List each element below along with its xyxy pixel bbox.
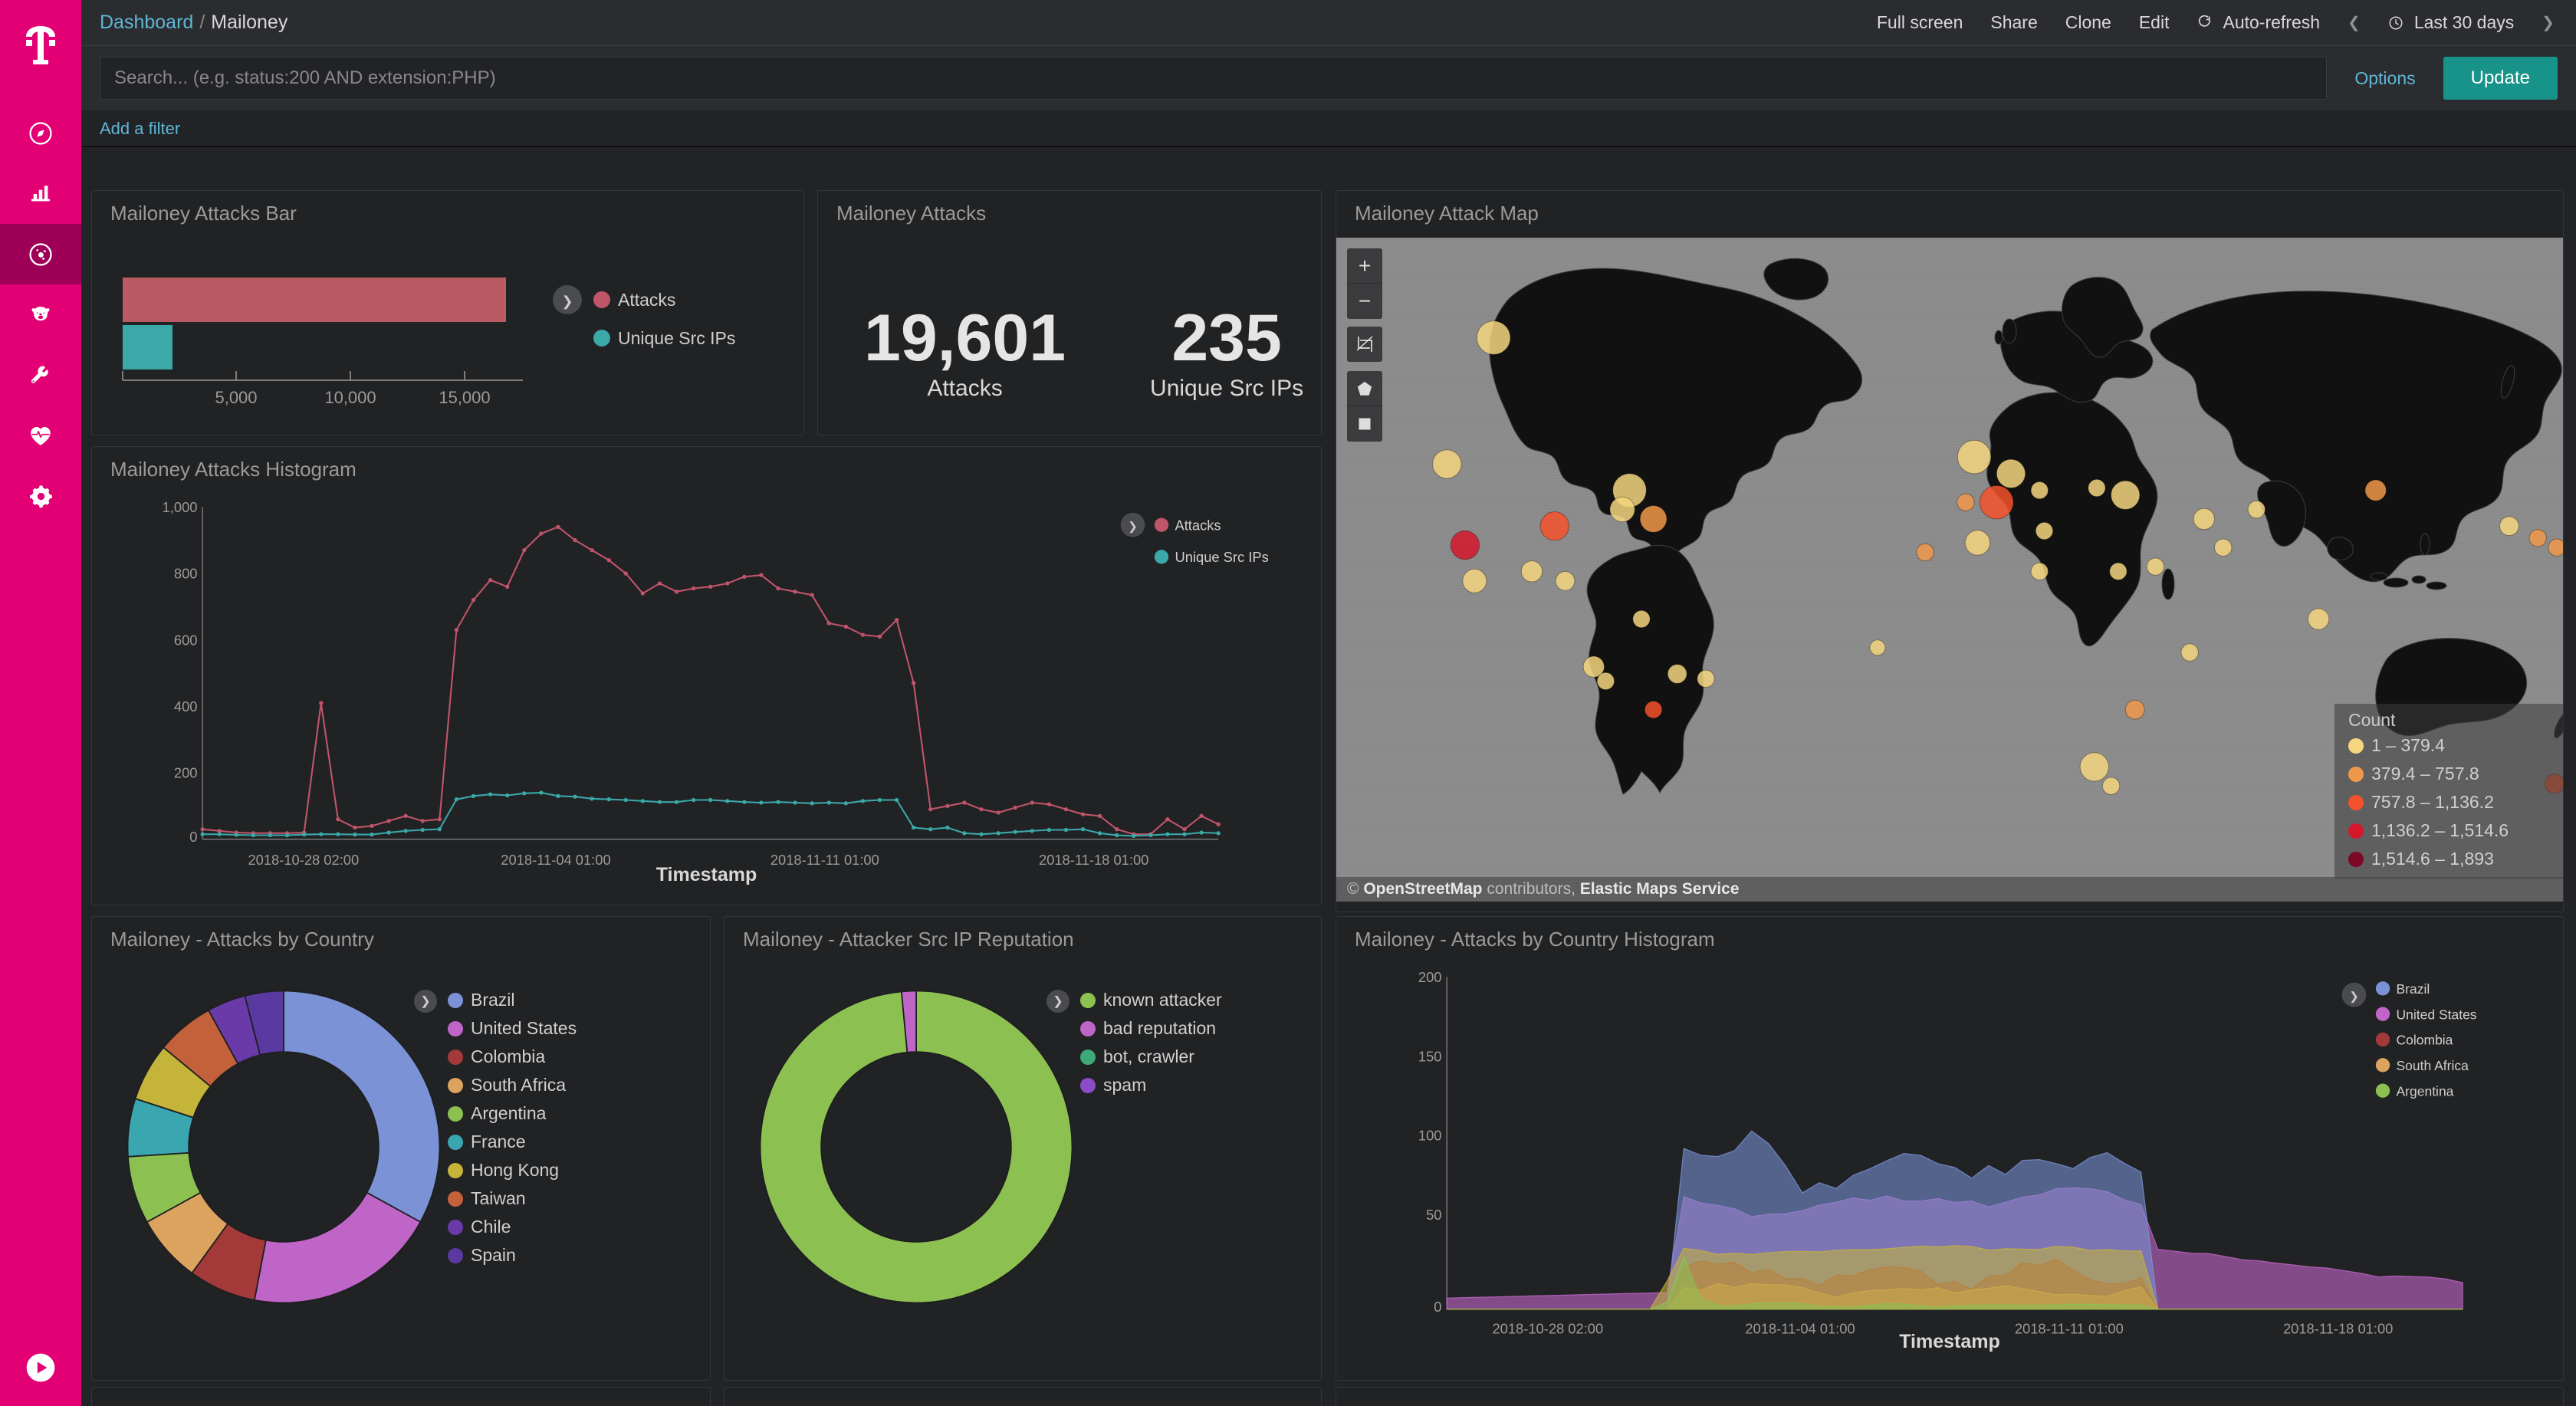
- svg-text:2018-10-28 02:00: 2018-10-28 02:00: [1492, 1320, 1603, 1335]
- svg-text:2018-11-04 01:00: 2018-11-04 01:00: [501, 852, 610, 865]
- svg-text:100: 100: [1418, 1128, 1442, 1144]
- svg-text:2018-11-04 01:00: 2018-11-04 01:00: [1745, 1320, 1855, 1335]
- svg-text:Attacks: Attacks: [618, 290, 675, 310]
- svg-text:South Africa: South Africa: [2397, 1058, 2469, 1073]
- svg-text:50: 50: [1426, 1207, 1441, 1223]
- svg-text:0: 0: [1434, 1299, 1441, 1315]
- svg-text:2018-11-18 01:00: 2018-11-18 01:00: [1039, 852, 1148, 865]
- svg-text:Unique Src IPs: Unique Src IPs: [618, 328, 735, 348]
- svg-text:400: 400: [174, 698, 198, 714]
- svg-text:10,000: 10,000: [324, 388, 376, 407]
- svg-text:❯: ❯: [1128, 520, 1138, 533]
- svg-text:❯: ❯: [561, 294, 573, 310]
- svg-text:Brazil: Brazil: [2397, 981, 2430, 997]
- svg-text:1,000: 1,000: [163, 499, 198, 515]
- svg-text:Attacks: Attacks: [1175, 517, 1221, 533]
- svg-text:150: 150: [1418, 1048, 1442, 1064]
- svg-text:United States: United States: [2397, 1007, 2477, 1022]
- svg-text:600: 600: [174, 632, 198, 648]
- svg-text:0: 0: [189, 829, 197, 845]
- svg-text:15,000: 15,000: [439, 388, 490, 407]
- svg-text:2018-11-18 01:00: 2018-11-18 01:00: [2283, 1320, 2393, 1335]
- svg-text:200: 200: [1418, 969, 1442, 985]
- svg-text:200: 200: [174, 765, 198, 781]
- svg-text:5,000: 5,000: [215, 388, 257, 407]
- svg-text:2018-11-11 01:00: 2018-11-11 01:00: [770, 852, 879, 865]
- svg-text:Argentina: Argentina: [2397, 1083, 2454, 1099]
- svg-text:Unique Src IPs: Unique Src IPs: [1175, 549, 1269, 565]
- svg-text:800: 800: [174, 566, 198, 582]
- svg-text:2018-10-28 02:00: 2018-10-28 02:00: [248, 852, 359, 865]
- svg-text:2018-11-11 01:00: 2018-11-11 01:00: [2015, 1320, 2124, 1335]
- svg-text:Colombia: Colombia: [2397, 1033, 2453, 1048]
- svg-text:❯: ❯: [2349, 990, 2359, 1003]
